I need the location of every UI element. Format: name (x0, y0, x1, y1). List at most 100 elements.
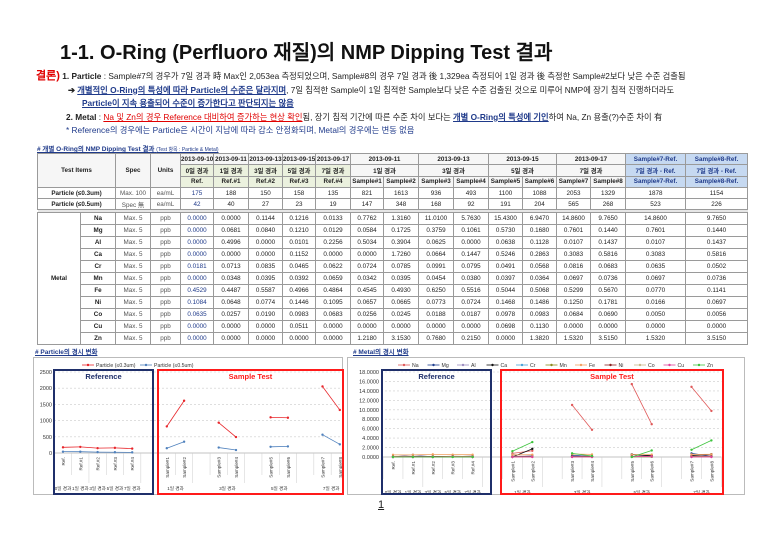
x-category-label: Ref. (61, 457, 66, 465)
row-value: 0.1446 (282, 296, 316, 310)
legend-label: Co (648, 363, 655, 369)
row-value: 0.0835 (248, 260, 283, 274)
data-point (61, 450, 65, 453)
row-value: 3.1530 (383, 332, 419, 346)
row-value: 0.0000 (213, 212, 249, 226)
x-category-label: Sample#1 (165, 457, 170, 478)
row-value: 0.0000 (248, 320, 283, 334)
y-tick-label: 1000 (40, 419, 52, 425)
legend-label: Particle (≤0.3um) (96, 363, 136, 369)
data-point (650, 449, 653, 452)
row-value: 0.0697 (625, 272, 686, 286)
row-spec: Max. 100 (115, 186, 151, 200)
x-group-label: 7일 경과 (693, 489, 710, 496)
header-sample-name: Sample#2 (383, 175, 419, 188)
row-item: Mg (80, 224, 116, 238)
row-value: 19 (315, 198, 351, 211)
row-value: 0.0774 (248, 296, 283, 310)
row-value: 15.4300 (488, 212, 523, 226)
legend-marker (638, 363, 642, 367)
row-value: 42 (180, 198, 214, 211)
row-value: 23 (282, 198, 316, 211)
y-tick-label: 12.0000 (359, 398, 379, 404)
data-point (113, 446, 117, 450)
row-value: 14.8600 (625, 212, 686, 226)
row-value: 0.1061 (453, 224, 489, 238)
row-value: 0.1447 (453, 248, 489, 262)
row-value: 191 (488, 198, 523, 211)
series-line (218, 422, 237, 438)
x-category-label: Ref.#3 (451, 461, 456, 475)
page-title: 1-1. O-Ring (Perfluoro 재질)의 NMP Dipping … (60, 42, 553, 64)
data-point (411, 455, 415, 459)
header-ref-days: 0일 경과 (180, 164, 214, 177)
y-tick-label: 16.0000 (359, 379, 379, 385)
data-point (590, 428, 594, 431)
series-line (218, 447, 237, 451)
row-unit: ppb (150, 212, 181, 226)
metal-chart: 0.0000 2.0000 4.0000 6.0000 8.0000 10.0000 12.… (347, 357, 745, 496)
data-point (650, 453, 653, 456)
row-value: 1.7260 (383, 248, 419, 262)
row-unit: ea/mL (150, 186, 181, 200)
row-spec: Max. 5 (115, 308, 151, 322)
metal-emphasis-red: Na 및 Zn의 경우 Reference 대비하여 증가하는 현상 확인 (103, 111, 303, 122)
row-item: Na (80, 212, 116, 226)
row-value: 0.0690 (590, 308, 626, 322)
row-value: 493 (453, 186, 489, 200)
row-value: 0.0584 (350, 224, 384, 238)
row-value: 0.0397 (488, 272, 523, 286)
row-spec: Max. 5 (115, 296, 151, 310)
particle-chart-caption: # Particle의 경시 변화 (35, 349, 98, 356)
legend-label: Al (471, 363, 476, 369)
data-point (113, 451, 117, 454)
series-line (322, 434, 340, 445)
data-point (630, 382, 633, 386)
row-value: 226 (685, 198, 748, 211)
row-value: 0.0698 (488, 320, 523, 334)
row-value: 0.5816 (685, 248, 748, 262)
row-value: 0.0000 (488, 332, 523, 346)
x-group-label: 1일 경과 (514, 489, 531, 496)
data-point (234, 435, 238, 439)
row-spec: Spec 無 (115, 198, 151, 211)
legend-marker (86, 363, 90, 367)
row-value: 0.0188 (418, 308, 454, 322)
row-value: 0.0000 (180, 272, 214, 286)
x-group-label: 1일 경과 (167, 485, 184, 492)
sample-test-label: Sample Test (229, 372, 273, 381)
row-value: 0.2256 (315, 236, 351, 250)
data-point (131, 451, 134, 454)
row-value: 0.0816 (556, 260, 591, 274)
x-category-label: Sample#1 (510, 461, 515, 482)
data-point (286, 445, 290, 448)
row-value: 0.1437 (590, 236, 626, 250)
data-point (338, 443, 341, 446)
data-point (531, 449, 534, 452)
particle-chart-svg: 0 500 1000 1500 2000 2500 Ref. Ref.#1 Ref.#2 Ref.… (40, 363, 349, 495)
row-value: 0.0000 (180, 332, 214, 346)
row-value: 0.7601 (625, 224, 686, 238)
row-spec: Max. 5 (115, 260, 151, 274)
row-value: 1613 (383, 186, 419, 200)
legend-label: Mn (560, 363, 567, 369)
results-table: Test Items Spec Units 2013-09-10 2013-09-11 2… (37, 152, 748, 346)
row-value: 0.0568 (522, 260, 557, 274)
row-value: 0.5816 (590, 248, 626, 262)
table-row-metal: Ca Max. 5 ppb 0.0000 0.0000 0.0000 0.1152 0.000… (38, 248, 748, 262)
row-value: 0.7762 (350, 212, 384, 226)
row-value: 168 (418, 198, 454, 211)
row-value: 1.3820 (522, 332, 557, 346)
x-category-label: Ref. (391, 461, 396, 469)
x-category-label: Sample#6 (286, 457, 291, 478)
table-row-metal: Cu Max. 5 ppb 0.0000 0.0000 0.0000 0.0511 0.000… (38, 320, 748, 334)
x-group-label: 1일 경과 (72, 485, 89, 492)
series-line (322, 386, 341, 411)
x-group-label: 0일 경과 (55, 485, 72, 492)
data-point (531, 440, 534, 444)
row-value: 0.5034 (350, 236, 384, 250)
particle-emphasis: 개별적인 O-Ring의 특성에 따라 Particle의 수준은 달라지며 (77, 84, 287, 95)
x-group-label: 5일 경과 (107, 485, 124, 492)
data-point (269, 445, 272, 449)
row-value: 0.1440 (590, 224, 626, 238)
